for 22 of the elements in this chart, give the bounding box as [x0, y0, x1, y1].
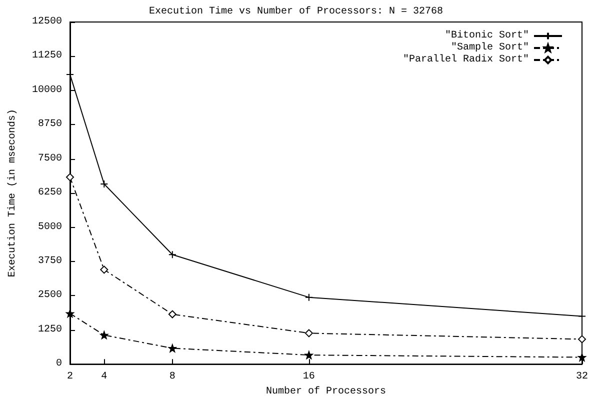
x-tick-label: 8: [169, 372, 176, 383]
y-tick-label: 10000: [32, 84, 62, 96]
y-tick-label: 1250: [38, 324, 62, 336]
chart-title: Execution Time vs Number of Processors: N = 32768: [148, 6, 444, 18]
x-tick-label: 4: [101, 372, 108, 383]
legend-label: "Bitonic Sort": [444, 30, 529, 42]
legend-label: "Parallel Radix Sort": [402, 54, 529, 66]
y-axis-title: Execution Time (in mseconds): [6, 109, 18, 278]
legend-label: "Sample Sort": [450, 42, 529, 54]
y-tick-label: 2500: [38, 290, 62, 302]
y-tick-label: 5000: [38, 222, 62, 233]
y-tick-label: 11250: [32, 50, 62, 62]
x-tick-label: 32: [576, 372, 588, 383]
y-tick-label: 12500: [32, 16, 62, 28]
y-tick-label: 3750: [38, 256, 62, 267]
x-tick-label: 2: [66, 372, 74, 383]
y-tick-label: 7500: [38, 153, 62, 164]
y-tick-label: 8750: [38, 119, 62, 130]
y-tick-label: 6250: [38, 188, 62, 199]
y-tick-label: 0: [56, 358, 62, 370]
x-tick-label: 16: [302, 372, 315, 383]
x-axis-title: Number of Processors: [266, 386, 386, 398]
